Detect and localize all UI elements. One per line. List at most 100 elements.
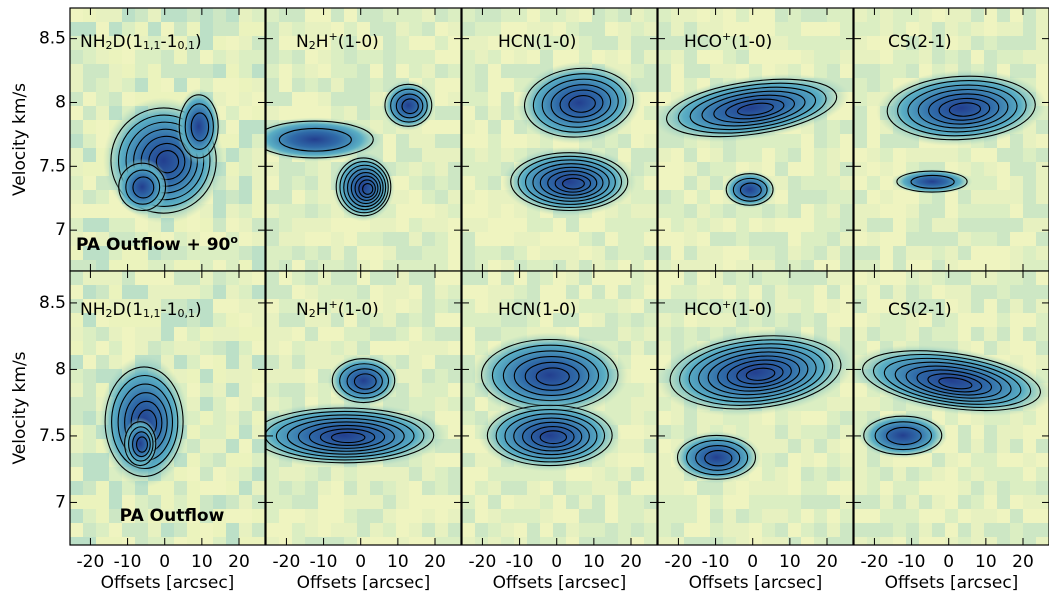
noise-pixel: [435, 285, 448, 299]
noise-pixel: [514, 537, 527, 545]
noise-pixel: [749, 246, 762, 260]
noise-pixel: [239, 134, 252, 148]
noise-pixel: [70, 355, 83, 369]
noise-pixel: [200, 313, 213, 327]
contour: [384, 83, 433, 127]
noise-pixel: [501, 523, 514, 537]
noise-pixel: [344, 64, 357, 78]
contour: [266, 410, 425, 461]
noise-pixel: [527, 495, 540, 509]
x-tick-label: -20: [469, 552, 497, 572]
noise-pixel: [971, 204, 984, 218]
noise-pixel: [96, 495, 109, 509]
noise-pixel: [422, 537, 435, 545]
noise-pixel: [984, 8, 997, 22]
noise-pixel: [448, 369, 461, 383]
noise-pixel: [83, 369, 96, 383]
noise-pixel: [919, 285, 932, 299]
noise-pixel: [370, 341, 383, 355]
noise-pixel: [239, 383, 252, 397]
noise-pixel: [200, 453, 213, 467]
noise-pixel: [854, 92, 867, 106]
noise-pixel: [305, 176, 318, 190]
label-part: NH: [80, 300, 106, 320]
noise-pixel: [462, 481, 475, 495]
noise-pixel: [644, 355, 657, 369]
noise-pixel: [396, 397, 409, 411]
noise-pixel: [70, 8, 83, 22]
noise-pixel: [919, 218, 932, 232]
noise-pixel: [1023, 495, 1036, 509]
noise-pixel: [370, 218, 383, 232]
noise-pixel: [226, 120, 239, 134]
noise-pixel: [239, 92, 252, 106]
noise-pixel: [462, 313, 475, 327]
contour: [486, 404, 613, 467]
noise-pixel: [880, 134, 893, 148]
noise-pixel: [462, 176, 475, 190]
noise-pixel: [448, 78, 461, 92]
noise-pixel: [252, 439, 265, 453]
noise-pixel: [801, 439, 814, 453]
noise-pixel: [252, 22, 265, 36]
noise-pixel: [775, 313, 788, 327]
noise-pixel: [997, 467, 1010, 481]
contour: [524, 361, 580, 391]
noise-pixel: [658, 50, 671, 64]
noise-pixel: [840, 190, 853, 204]
noise-pixel: [671, 204, 684, 218]
noise-pixel: [148, 232, 161, 246]
noise-pixel: [475, 260, 488, 271]
noise-pixel: [109, 299, 122, 313]
noise-pixel: [475, 22, 488, 36]
label-part: D(1: [113, 300, 144, 320]
noise-pixel: [540, 313, 553, 327]
noise-pixel: [501, 481, 514, 495]
noise-pixel: [566, 285, 579, 299]
contour: [883, 357, 1022, 405]
noise-pixel: [96, 327, 109, 341]
noise-pixel: [697, 246, 710, 260]
noise-pixel: [827, 246, 840, 260]
noise-pixel: [671, 509, 684, 523]
emission-blob: [891, 168, 973, 195]
contour: [917, 88, 1009, 129]
noise-pixel: [749, 523, 762, 537]
x-axis-label: Offsets [arcsec]: [493, 573, 627, 593]
noise-pixel: [488, 8, 501, 22]
noise-pixel: [370, 299, 383, 313]
noise-pixel: [893, 260, 906, 271]
noise-pixel: [200, 369, 213, 383]
noise-pixel: [788, 176, 801, 190]
noise-pixel: [997, 176, 1010, 190]
noise-pixel: [96, 369, 109, 383]
noise-pixel: [435, 355, 448, 369]
noise-pixel: [553, 8, 566, 22]
noise-pixel: [775, 148, 788, 162]
noise-pixel: [422, 232, 435, 246]
noise-pixel: [566, 218, 579, 232]
noise-pixel: [331, 22, 344, 36]
noise-pixel: [187, 260, 200, 271]
noise-pixel: [867, 36, 880, 50]
noise-pixel: [1010, 523, 1023, 537]
noise-pixel: [971, 22, 984, 36]
noise-pixel: [814, 285, 827, 299]
contour: [725, 173, 774, 206]
noise-pixel: [187, 383, 200, 397]
noise-pixel: [697, 8, 710, 22]
noise-pixel: [96, 50, 109, 64]
noise-pixel: [1023, 271, 1036, 285]
noise-pixel: [122, 327, 135, 341]
noise-pixel: [880, 260, 893, 271]
noise-pixel: [305, 50, 318, 64]
noise-pixel: [226, 232, 239, 246]
subscript: 2: [309, 39, 316, 52]
noise-pixel: [710, 148, 723, 162]
noise-pixel: [1036, 481, 1049, 495]
noise-pixel: [540, 22, 553, 36]
noise-pixel: [448, 162, 461, 176]
noise-pixel: [788, 36, 801, 50]
noise-pixel: [540, 260, 553, 271]
contour: [353, 373, 377, 390]
